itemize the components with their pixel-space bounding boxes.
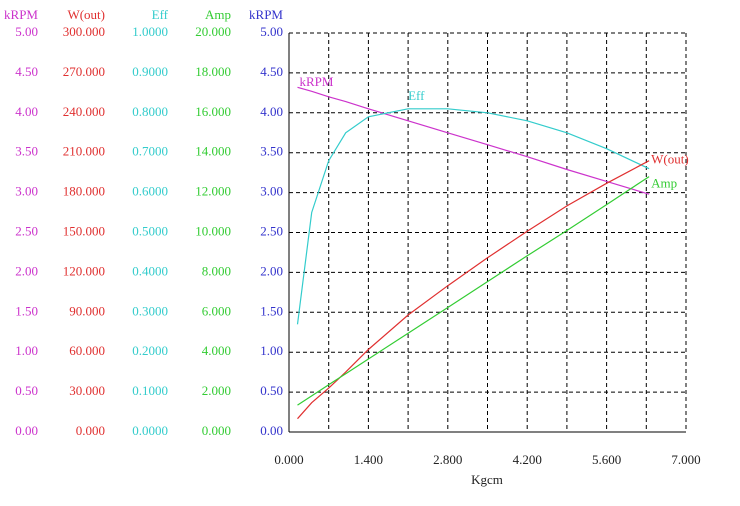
y-tick-label: 18.000 xyxy=(195,64,231,79)
y-tick-label: 0.00 xyxy=(260,423,283,438)
y-tick-label: 3.50 xyxy=(15,144,38,159)
y-tick-label: 3.50 xyxy=(260,144,283,159)
y-tick-label: 20.000 xyxy=(195,24,231,39)
x-tick-label: 0.000 xyxy=(274,452,303,467)
series-label: Amp xyxy=(651,176,677,191)
series-label: Eff xyxy=(408,88,425,103)
y-tick-label: 2.00 xyxy=(15,263,38,278)
y-tick-label: 4.000 xyxy=(202,343,231,358)
series-line xyxy=(297,160,650,420)
y-tick-label: 12.000 xyxy=(195,184,231,199)
series-label: kRPM xyxy=(300,74,334,89)
y-tick-label: 0.8000 xyxy=(132,104,168,119)
y-tick-label: 2.50 xyxy=(15,223,38,238)
y-tick-label: 0.00 xyxy=(15,423,38,438)
y-tick-label: 4.50 xyxy=(15,64,38,79)
y-tick-label: 1.50 xyxy=(260,303,283,318)
y-tick-label: 60.000 xyxy=(69,343,105,358)
y-tick-label: 0.5000 xyxy=(132,223,168,238)
series-line xyxy=(297,86,650,195)
y-tick-label: 0.50 xyxy=(15,383,38,398)
series-line xyxy=(297,176,650,406)
y-tick-label: 240.000 xyxy=(63,104,105,119)
y-tick-label: 3.00 xyxy=(260,184,283,199)
axis-title: Amp xyxy=(205,7,231,22)
y-tick-label: 6.000 xyxy=(202,303,231,318)
axis-title: W(out) xyxy=(67,7,105,22)
series-label: W(out) xyxy=(651,152,689,167)
axis-title: kRPM xyxy=(4,7,38,22)
x-tick-label: 4.200 xyxy=(513,452,542,467)
y-tick-label: 180.000 xyxy=(63,184,105,199)
y-tick-label: 2.50 xyxy=(260,223,283,238)
y-tick-label: 0.50 xyxy=(260,383,283,398)
y-tick-label: 90.000 xyxy=(69,303,105,318)
y-tick-label: 14.000 xyxy=(195,144,231,159)
y-tick-label: 0.2000 xyxy=(132,343,168,358)
y-tick-label: 16.000 xyxy=(195,104,231,119)
y-tick-label: 4.00 xyxy=(15,104,38,119)
y-tick-label: 5.00 xyxy=(15,24,38,39)
axis-title: kRPM xyxy=(249,7,283,22)
y-tick-label: 120.000 xyxy=(63,263,105,278)
x-axis-label: Kgcm xyxy=(471,472,503,487)
y-tick-label: 10.000 xyxy=(195,223,231,238)
y-tick-label: 4.50 xyxy=(260,64,283,79)
y-tick-label: 0.7000 xyxy=(132,144,168,159)
y-tick-label: 0.000 xyxy=(202,423,231,438)
y-tick-label: 8.000 xyxy=(202,263,231,278)
y-tick-label: 0.1000 xyxy=(132,383,168,398)
y-tick-label: 1.0000 xyxy=(132,24,168,39)
y-tick-label: 1.00 xyxy=(15,343,38,358)
y-tick-label: 0.000 xyxy=(76,423,105,438)
y-tick-label: 4.00 xyxy=(260,104,283,119)
axis-title: Eff xyxy=(152,7,169,22)
x-tick-label: 7.000 xyxy=(671,452,700,467)
y-tick-label: 150.000 xyxy=(63,223,105,238)
y-tick-label: 30.000 xyxy=(69,383,105,398)
y-tick-label: 0.0000 xyxy=(132,423,168,438)
y-tick-label: 270.000 xyxy=(63,64,105,79)
x-tick-label: 2.800 xyxy=(433,452,462,467)
y-tick-label: 210.000 xyxy=(63,144,105,159)
y-tick-label: 2.00 xyxy=(260,263,283,278)
y-tick-label: 0.4000 xyxy=(132,263,168,278)
y-tick-label: 2.000 xyxy=(202,383,231,398)
series-line xyxy=(296,108,650,325)
y-tick-label: 3.00 xyxy=(15,184,38,199)
y-tick-label: 0.3000 xyxy=(132,303,168,318)
y-tick-label: 1.50 xyxy=(15,303,38,318)
y-tick-label: 5.00 xyxy=(260,24,283,39)
y-tick-label: 0.6000 xyxy=(132,184,168,199)
y-tick-label: 300.000 xyxy=(63,24,105,39)
x-tick-label: 1.400 xyxy=(354,452,383,467)
x-tick-label: 5.600 xyxy=(592,452,621,467)
y-tick-label: 0.9000 xyxy=(132,64,168,79)
y-tick-label: 1.00 xyxy=(260,343,283,358)
